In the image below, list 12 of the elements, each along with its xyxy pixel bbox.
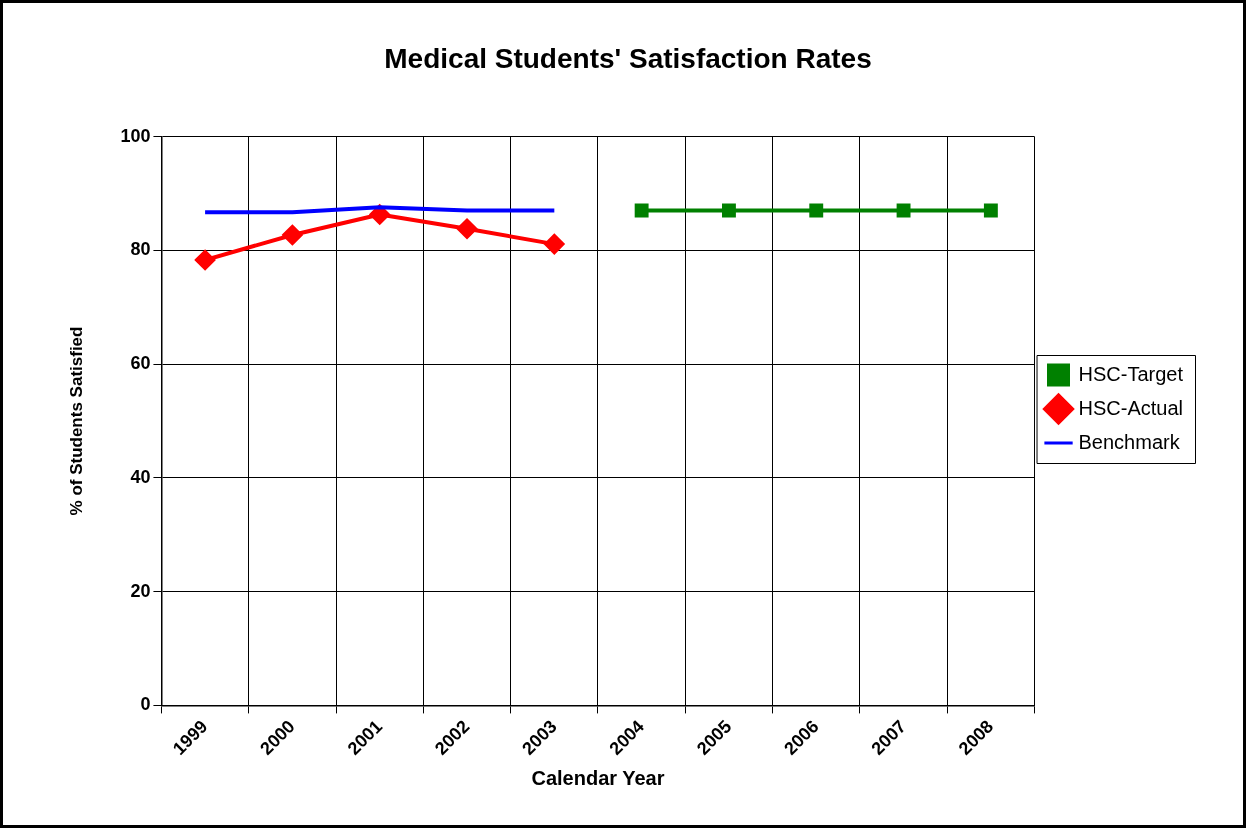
- y-tick-label: 80: [130, 239, 151, 260]
- y-tick-label: 20: [130, 580, 151, 601]
- chart-title: Medical Students' Satisfaction Rates: [384, 42, 872, 74]
- legend-label: HSC-Actual: [1078, 396, 1184, 419]
- legend-label: Benchmark: [1078, 430, 1181, 453]
- y-tick-label: 0: [140, 694, 151, 715]
- y-tick-label: 40: [130, 466, 151, 487]
- y-axis-title: % of Students Satisfied: [66, 326, 86, 516]
- x-axis-title: Calendar Year: [531, 766, 665, 789]
- y-tick-label: 100: [120, 125, 151, 146]
- legend-label: HSC-Target: [1078, 362, 1184, 385]
- y-tick-label: 60: [130, 353, 151, 374]
